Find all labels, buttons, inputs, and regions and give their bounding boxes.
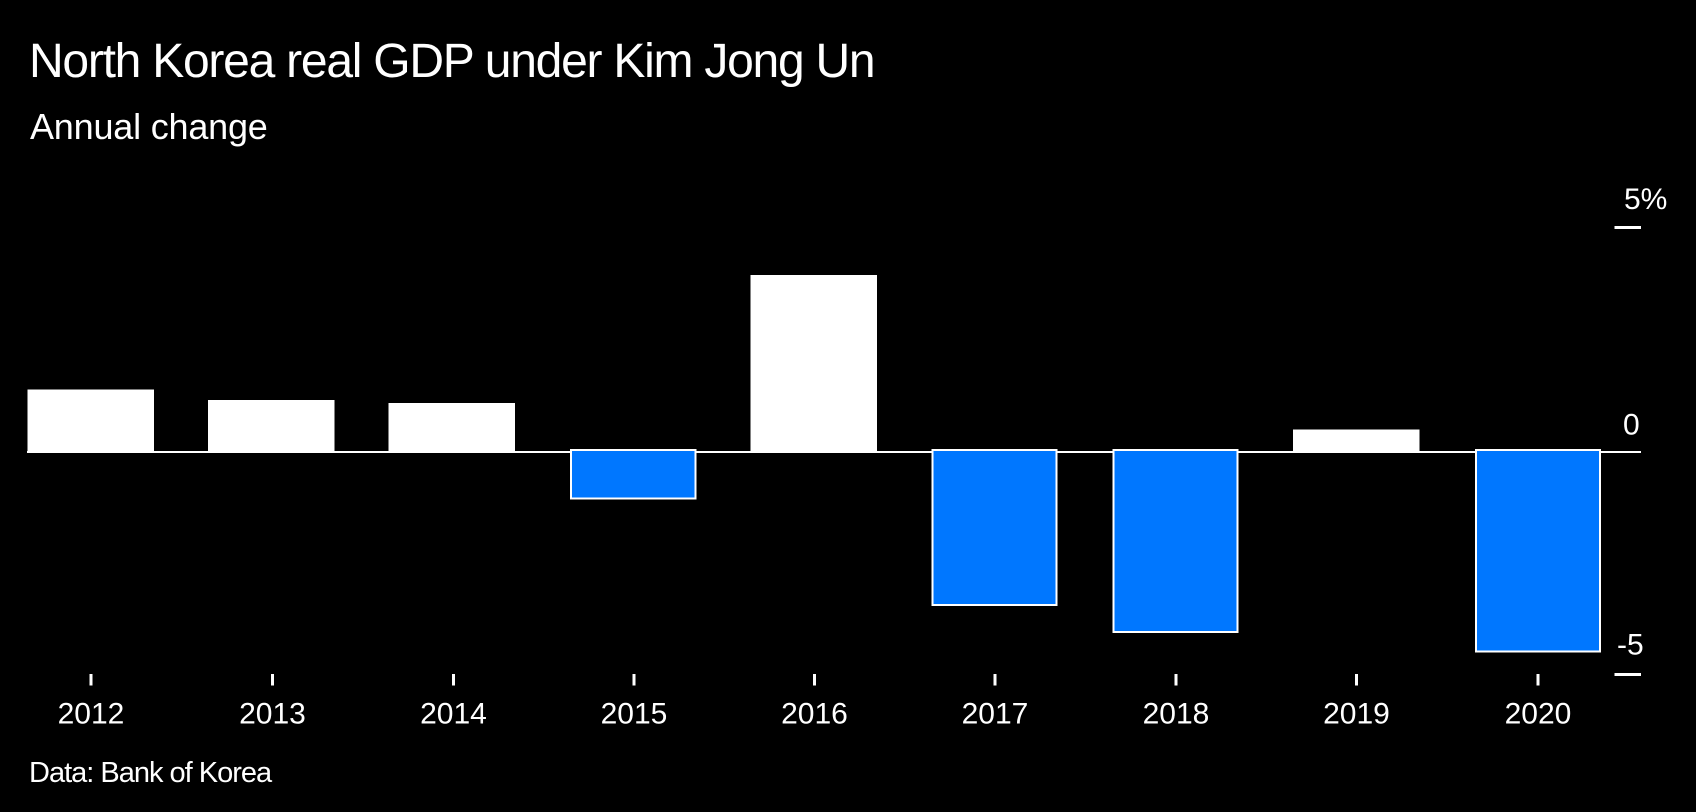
svg-text:0: 0: [1623, 409, 1640, 442]
svg-text:2014: 2014: [420, 698, 487, 731]
svg-text:2013: 2013: [239, 698, 306, 731]
svg-text:North Korea real GDP under Kim: North Korea real GDP under Kim Jong Un: [29, 35, 874, 88]
svg-text:5%: 5%: [1624, 183, 1667, 216]
svg-text:2019: 2019: [1323, 698, 1390, 731]
svg-text:2015: 2015: [601, 698, 668, 731]
svg-text:2018: 2018: [1143, 698, 1210, 731]
svg-text:-5: -5: [1617, 629, 1644, 662]
svg-text:Annual change: Annual change: [30, 106, 268, 147]
svg-text:2020: 2020: [1505, 698, 1572, 731]
svg-text:2017: 2017: [962, 698, 1029, 731]
svg-text:2016: 2016: [781, 698, 848, 731]
svg-text:Data: Bank of Korea: Data: Bank of Korea: [29, 757, 273, 789]
svg-text:2012: 2012: [58, 698, 125, 731]
